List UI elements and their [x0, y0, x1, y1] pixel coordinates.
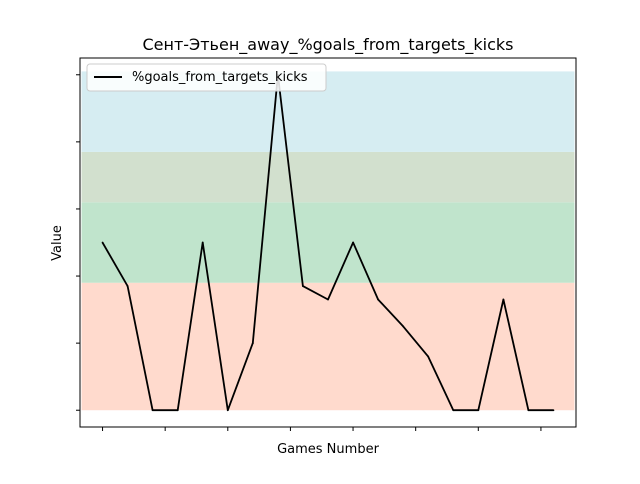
y-axis-label: Value: [50, 225, 65, 261]
data-point-9: [302, 285, 304, 288]
data-point-1: [101, 241, 104, 244]
legend-box: [86, 63, 327, 92]
data-point-16: [477, 409, 480, 412]
data-point-18: [527, 409, 530, 412]
x-axis-label: Games Number: [277, 442, 379, 457]
data-point-3: [151, 409, 154, 412]
data-point-4: [176, 409, 179, 412]
band-3: [81, 151, 575, 203]
legend-label: %goals_from_targets_kicks: [132, 70, 308, 85]
data-point-10: [327, 298, 329, 301]
data-point-14: [427, 355, 430, 358]
data-point-15: [452, 409, 455, 412]
axis-ticks: [76, 74, 542, 431]
chart-title: Сент-Этьен_away_%goals_from_targets_kick…: [142, 35, 513, 55]
data-point-13: [402, 325, 405, 328]
band-2: [81, 202, 575, 283]
background-bands: [81, 71, 575, 411]
data-point-17: [502, 298, 505, 301]
data-point-7: [251, 342, 254, 345]
data-point-11: [352, 241, 354, 244]
data-point-19: [552, 409, 555, 412]
data-point-2: [126, 285, 129, 288]
legend: %goals_from_targets_kicks: [86, 63, 327, 92]
series-layer: [101, 73, 555, 412]
data-point-6: [226, 409, 229, 412]
data-point-12: [377, 298, 380, 301]
data-point-5: [201, 241, 204, 244]
band-1: [81, 282, 575, 411]
plot-frame: [79, 57, 577, 428]
